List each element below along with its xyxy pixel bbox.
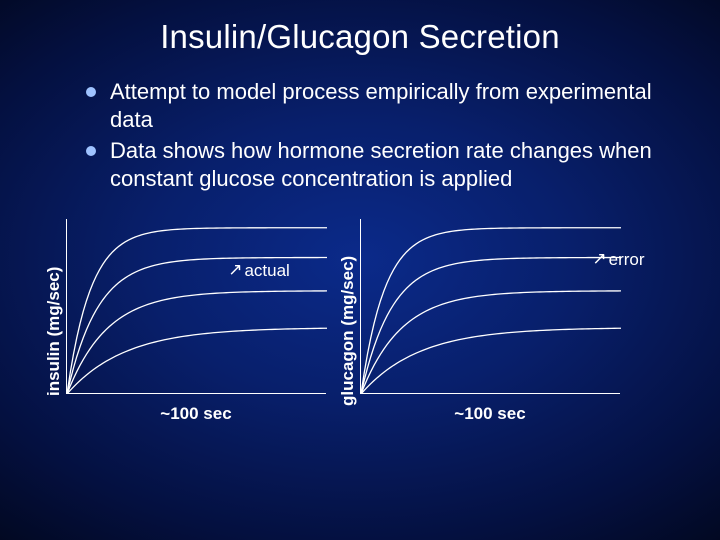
bullet-text: Data shows how hormone secretion rate ch… <box>110 137 672 192</box>
y-axis-label: insulin (mg/sec) <box>42 219 66 419</box>
plot-wrap: ↗ actual ~100 sec <box>66 219 326 419</box>
annot-text: error <box>609 250 645 270</box>
bullet-list: Attempt to model process empirically fro… <box>28 78 692 193</box>
bullet-icon <box>86 87 96 97</box>
bullet-text: Attempt to model process empirically fro… <box>110 78 672 133</box>
x-axis-label: ~100 sec <box>160 404 231 424</box>
charts-row: insulin (mg/sec) ↗ actual ~100 sec gluca… <box>28 219 692 419</box>
glucagon-chart: glucagon (mg/sec) ↗ error ~100 sec <box>336 219 620 419</box>
plot-canvas: ↗ actual <box>66 219 326 394</box>
arrow-icon: ↗ <box>592 249 606 269</box>
plot-canvas: ↗ error <box>360 219 620 394</box>
list-item: Data shows how hormone secretion rate ch… <box>86 137 672 192</box>
annot-text: actual <box>244 261 289 281</box>
page-title: Insulin/Glucagon Secretion <box>28 18 692 56</box>
x-axis-label: ~100 sec <box>454 404 525 424</box>
arrow-icon: ↗ <box>228 260 242 280</box>
list-item: Attempt to model process empirically fro… <box>86 78 672 133</box>
bullet-icon <box>86 146 96 156</box>
plot-wrap: ↗ error ~100 sec <box>360 219 620 419</box>
insulin-chart: insulin (mg/sec) ↗ actual ~100 sec <box>42 219 326 419</box>
annot-error: ↗ error <box>592 250 644 270</box>
slide: Insulin/Glucagon Secretion Attempt to mo… <box>0 0 720 540</box>
y-axis-label: glucagon (mg/sec) <box>336 219 360 419</box>
annot-actual: ↗ actual <box>228 261 290 281</box>
